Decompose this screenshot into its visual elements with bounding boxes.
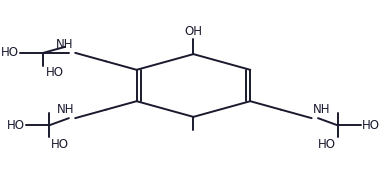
Text: NH: NH bbox=[313, 103, 330, 116]
Text: HO: HO bbox=[46, 66, 64, 79]
Text: HO: HO bbox=[7, 119, 25, 132]
Text: HO: HO bbox=[362, 119, 380, 132]
Text: NH: NH bbox=[57, 103, 74, 116]
Text: HO: HO bbox=[318, 138, 336, 151]
Text: HO: HO bbox=[51, 138, 69, 151]
Text: OH: OH bbox=[185, 25, 202, 38]
Text: HO: HO bbox=[1, 46, 19, 59]
Text: NH: NH bbox=[56, 38, 73, 51]
